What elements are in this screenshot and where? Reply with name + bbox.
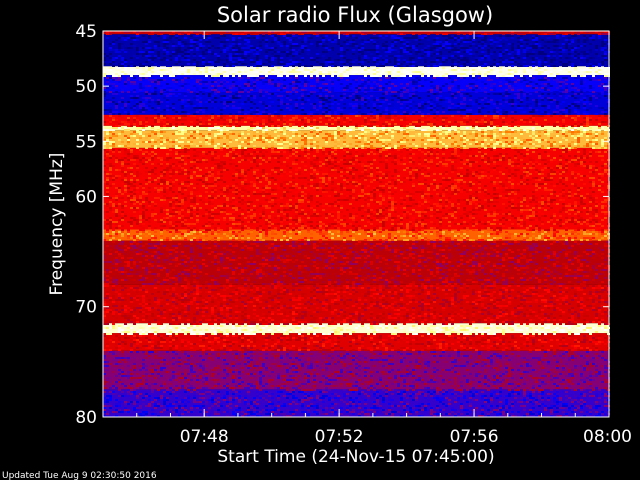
y-tick-label: 55 (75, 132, 97, 152)
frequency-band (103, 229, 609, 241)
spectrogram-texture (103, 31, 610, 417)
x-tick-label: 07:48 (180, 427, 229, 447)
updated-timestamp: Updated Tue Aug 9 02:30:50 2016 (2, 471, 157, 480)
x-axis: 07:48 07:52 07:56 08:00 (136, 31, 632, 447)
y-tick-label: 80 (75, 408, 97, 428)
x-tick-label: 07:52 (315, 427, 364, 447)
y-tick-label: 50 (75, 77, 97, 97)
x-tick-label: 07:56 (450, 427, 499, 447)
x-axis-label: Start Time (24-Nov-15 07:45:00) (217, 447, 494, 467)
y-tick-label: 60 (75, 187, 97, 207)
heatmap-area (103, 31, 610, 417)
chart-title: Solar radio Flux (Glasgow) (217, 3, 493, 27)
x-tick-label: 08:00 (583, 427, 632, 447)
y-axis-label: Frequency [MHz] (47, 153, 67, 296)
y-tick-label: 45 (75, 22, 97, 42)
y-tick-label: 70 (75, 298, 97, 318)
plot-frame (102, 30, 610, 418)
frequency-band (103, 114, 609, 126)
frequency-band (103, 31, 609, 35)
y-axis: 45 50 55 60 70 80 (75, 22, 609, 428)
